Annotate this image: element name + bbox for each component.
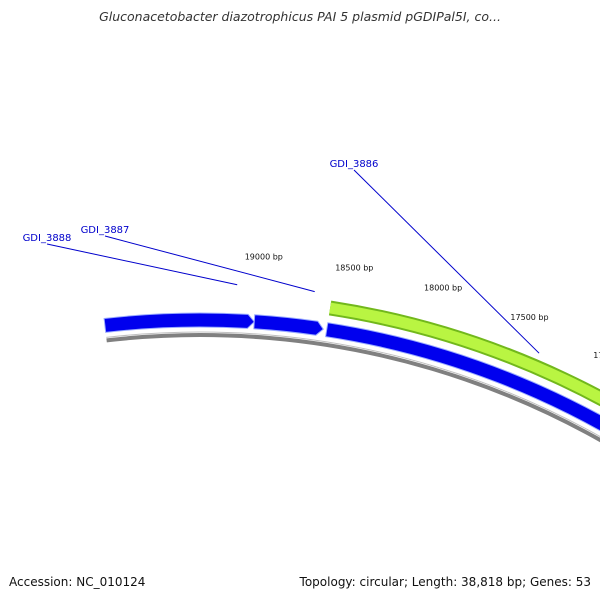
gene-label: GDI_3887 [81,225,130,236]
gene-leader-line [104,235,315,293]
gene-label: GDI_3886 [330,159,379,170]
tick-label: 17500 bp [510,313,548,322]
map-title: Gluconacetobacter diazotrophicus PAI 5 p… [99,9,501,24]
gene-leader-line [46,243,238,286]
gene-leader-line [353,169,540,354]
tick-label: 18000 bp [424,284,462,293]
gene-arrow [103,312,255,333]
backbone-shadow [106,331,600,438]
gene-label: GDI_3888 [23,233,72,244]
feature-band [329,302,600,405]
feature-track [328,300,600,407]
accession-label: Accession: NC_010124 [9,575,146,589]
tick-label: 17000 bp [593,351,600,360]
backbone-layer [106,331,600,443]
gene-arrow [325,322,600,432]
map-summary: Topology: circular; Length: 38,818 bp; G… [299,575,591,589]
tick-label: 19000 bp [245,252,283,261]
gene-track [103,312,600,432]
gene-arrow [253,314,324,336]
backbone-arc [106,333,600,443]
tick-label: 18500 bp [335,263,373,272]
